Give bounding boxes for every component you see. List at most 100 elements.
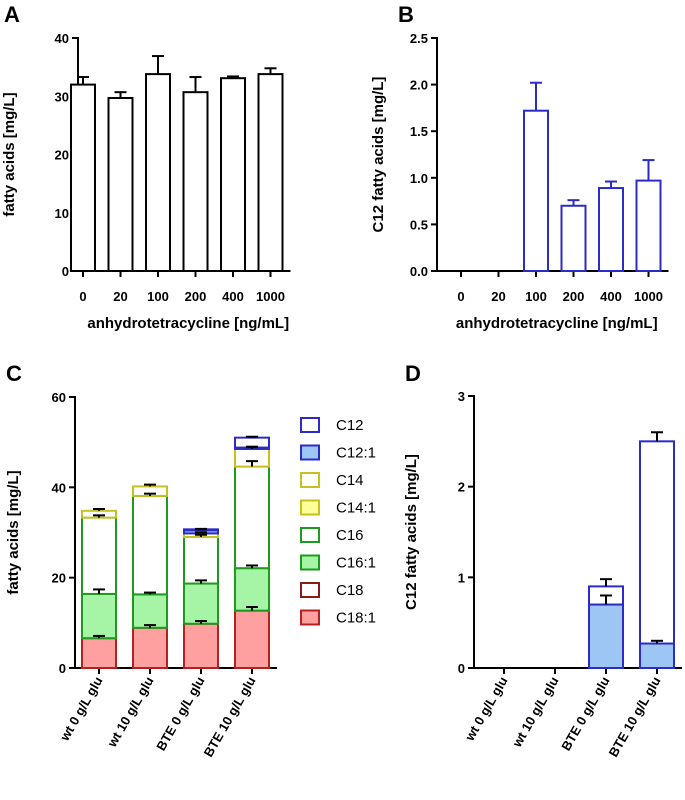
y-axis-label: C12 fatty acids [mg/L] xyxy=(370,77,387,233)
error-bar xyxy=(227,75,239,79)
bar xyxy=(560,204,587,272)
bar xyxy=(598,187,624,272)
bar xyxy=(257,73,284,272)
error-bar xyxy=(246,460,258,467)
x-tick-label: 0 xyxy=(79,289,86,304)
bar-segment xyxy=(132,626,168,670)
legend-swatch xyxy=(300,472,320,488)
error-bar xyxy=(144,591,156,595)
error-bar xyxy=(152,55,164,75)
y-tick-label: 2 xyxy=(458,480,465,495)
x-axis-label: anhydrotetracycline [ng/mL] xyxy=(456,315,658,332)
x-tick-label: 20 xyxy=(491,289,505,304)
legend-label: C18 xyxy=(336,582,364,599)
error-bar xyxy=(651,639,663,644)
bar-segment xyxy=(234,465,270,570)
error-bar xyxy=(246,564,258,569)
bar xyxy=(145,73,171,272)
x-tick-label: 1000 xyxy=(634,289,663,304)
bar-segment xyxy=(132,593,168,629)
bar-segment xyxy=(183,622,219,670)
bar xyxy=(635,179,662,272)
legend-swatch xyxy=(300,444,320,461)
bar-segment xyxy=(639,440,675,645)
legend-label: C16:1 xyxy=(336,555,376,572)
legend-label: C12 xyxy=(336,417,364,434)
x-tick-label: wt 10 g/L glu xyxy=(104,674,157,750)
legend-swatch xyxy=(300,527,320,543)
bar xyxy=(70,83,96,272)
y-tick-label: 0 xyxy=(458,661,465,676)
error-bar xyxy=(195,579,207,584)
error-bar xyxy=(530,81,542,111)
x-tick-label: 20 xyxy=(113,289,127,304)
x-tick-label: BTE 10 g/L glu xyxy=(606,674,664,760)
y-tick-label: 1.0 xyxy=(410,171,428,186)
bar-segment xyxy=(588,603,624,669)
x-tick-label: 100 xyxy=(147,289,169,304)
panel-label: A xyxy=(4,2,20,27)
y-tick-label: 40 xyxy=(55,31,69,46)
error-bar xyxy=(246,435,258,438)
y-tick-label: 60 xyxy=(52,390,66,405)
x-tick-label: 200 xyxy=(185,289,207,304)
error-bar xyxy=(600,594,612,605)
legend-label: C14:1 xyxy=(336,500,376,517)
x-tick-label: 400 xyxy=(600,289,622,304)
panel-b: B 0.0 0.5 1.0 1.5 2.0 2.5 0 20 100 200 400 1000 C12 f… xyxy=(370,2,669,332)
bar xyxy=(182,91,209,272)
error-bar xyxy=(642,159,655,181)
error-bar xyxy=(189,76,202,93)
x-tick-label: BTE 10 g/L glu xyxy=(201,674,259,760)
y-tick-label: 0.0 xyxy=(410,264,428,279)
x-tick-label: 100 xyxy=(525,289,547,304)
bar-segment xyxy=(183,582,219,625)
error-bar xyxy=(93,514,105,518)
y-tick-label: 0 xyxy=(59,661,66,676)
y-tick-label: 1 xyxy=(458,570,465,585)
error-bar xyxy=(567,199,580,206)
x-tick-label: 200 xyxy=(563,289,585,304)
y-tick-label: 2.5 xyxy=(410,31,428,46)
error-bar xyxy=(246,606,258,611)
x-tick-label: wt 0 g/L glu xyxy=(56,674,105,744)
x-tick-label: wt 10 g/L glu xyxy=(509,674,562,750)
bar xyxy=(220,77,246,272)
legend-label: C16 xyxy=(336,527,364,544)
error-bar xyxy=(93,588,105,594)
legend-label: C14 xyxy=(336,472,364,489)
y-tick-label: 10 xyxy=(55,206,69,221)
y-tick-label: 0.5 xyxy=(410,217,428,232)
x-tick-label: 400 xyxy=(222,289,244,304)
y-axis-label: fatty acids [mg/L] xyxy=(5,470,22,594)
y-tick-label: 40 xyxy=(52,480,66,495)
error-bar xyxy=(600,578,612,587)
y-tick-label: 1.5 xyxy=(410,124,428,139)
y-axis-label: fatty acids [mg/L] xyxy=(1,92,18,216)
legend: C12 C12:1 C14 C14:1 C16 C16:1 C18 C18:1 xyxy=(300,417,376,627)
x-tick-label: BTE 0 g/L glu xyxy=(558,674,612,753)
bar xyxy=(523,109,549,272)
error-bar xyxy=(114,91,127,98)
error-bar xyxy=(195,533,207,538)
bar xyxy=(107,96,134,272)
x-tick-label: BTE 0 g/L glu xyxy=(153,674,207,753)
bar-segment xyxy=(81,592,117,640)
bar-segment xyxy=(234,609,270,669)
y-tick-label: 20 xyxy=(55,148,69,163)
error-bar xyxy=(93,634,105,639)
y-tick-label: 30 xyxy=(55,89,69,104)
y-tick-label: 20 xyxy=(52,571,66,586)
error-bar xyxy=(93,508,105,511)
legend-swatch xyxy=(300,554,320,571)
x-tick-label: wt 0 g/L glu xyxy=(461,674,510,744)
error-bar xyxy=(605,180,617,189)
y-tick-label: 3 xyxy=(458,389,465,404)
bar-segment xyxy=(81,516,117,595)
legend-label: C12:1 xyxy=(336,445,376,462)
error-bar xyxy=(144,483,156,487)
